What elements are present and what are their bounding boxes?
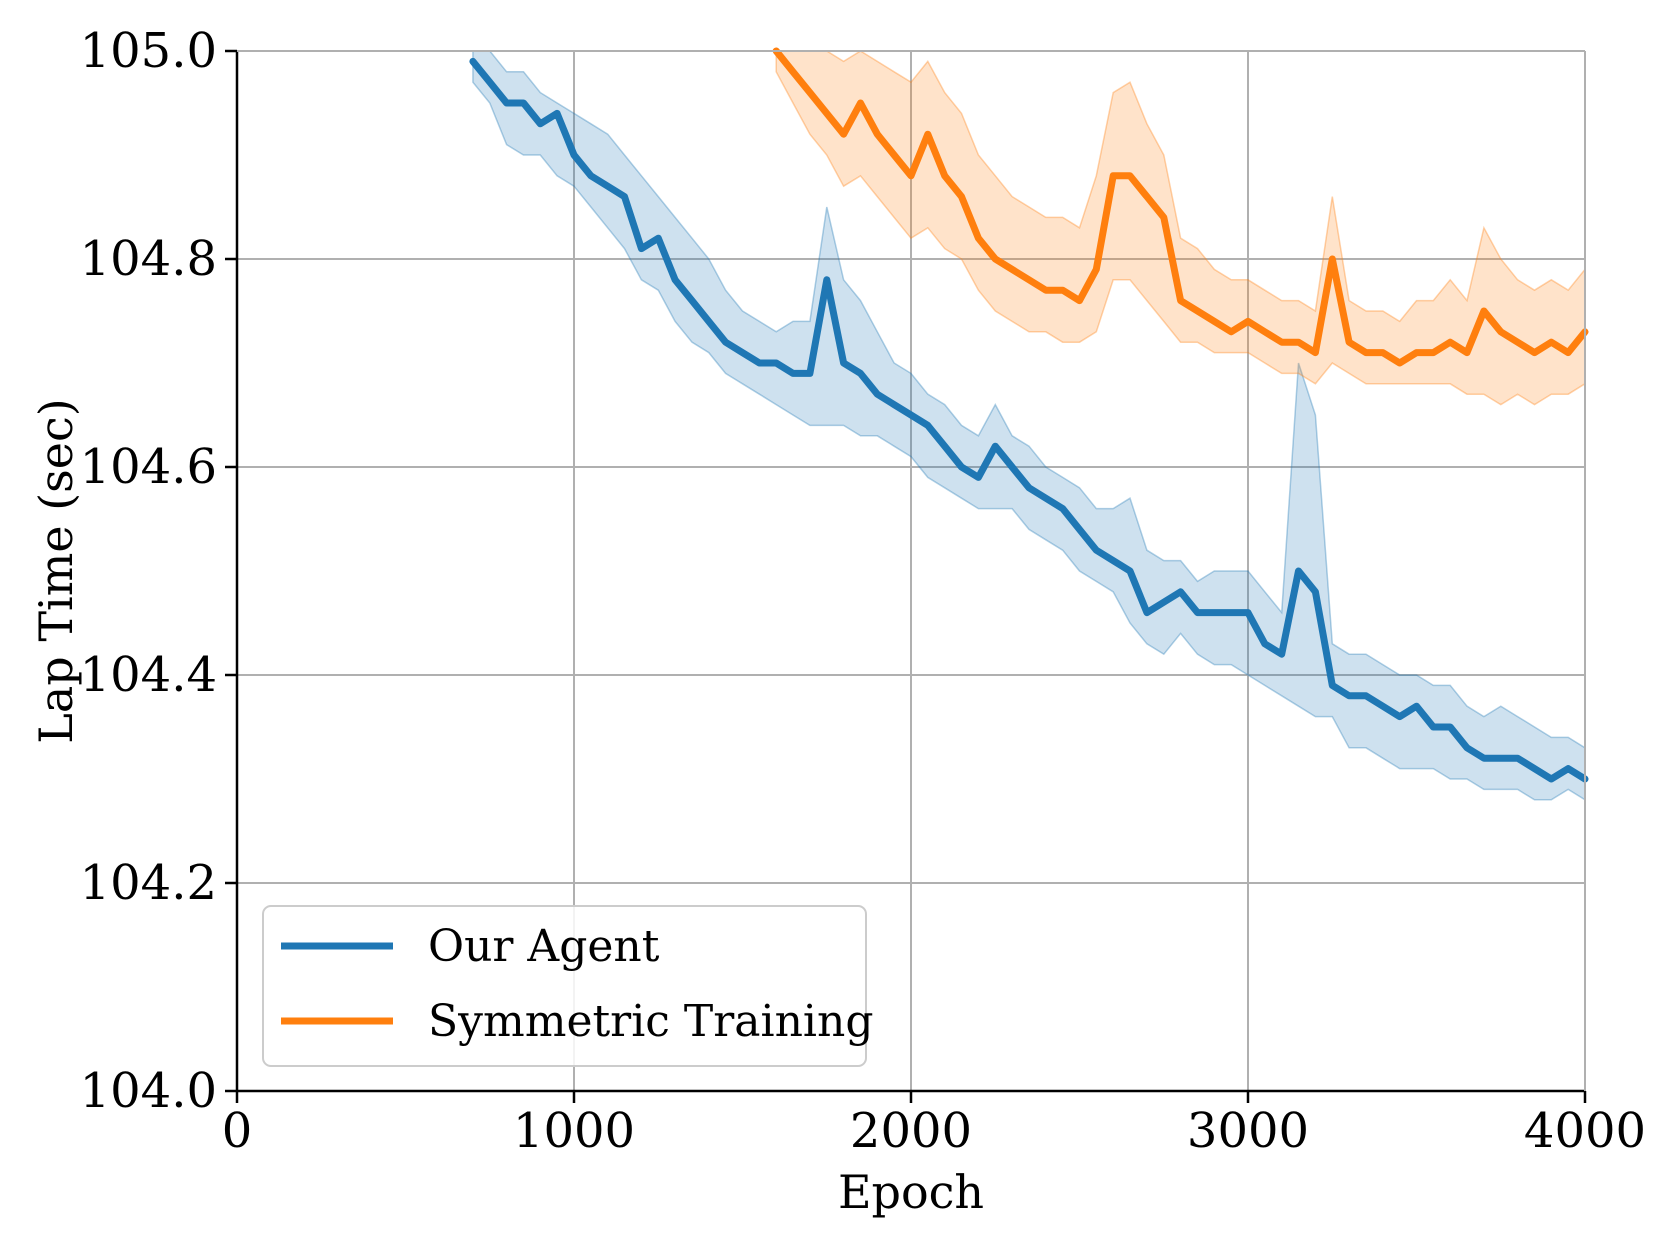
legend: Our Agent Symmetric Training [262,905,874,1067]
x-tick-label: 2000 [850,1103,972,1159]
y-tick-label: 105.0 [80,23,217,79]
series-lines [469,47,1589,783]
y-tick-label: 104.0 [80,1063,217,1119]
y-tick-label: 104.2 [80,855,217,911]
line-series-1 [469,57,1589,783]
x-tick-label: 0 [222,1103,253,1159]
y-tick-label: 104.6 [80,439,217,495]
x-tick-label: 1000 [513,1103,635,1159]
axes [225,49,1587,1103]
x-tick-label: 4000 [1524,1103,1646,1159]
tick-labels: 0 1000 2000 3000 4000 104.0 104.2 104.4 104.6 104… [80,23,1647,1159]
x-axis-label: Epoch [838,1165,984,1219]
legend-label: Our Agent [428,921,660,972]
x-tick-label: 3000 [1187,1103,1309,1159]
line-series-2 [772,47,1589,367]
y-tick-label: 104.8 [80,231,217,287]
legend-box [262,905,867,1067]
y-axis-label: Lap Time (sec) [29,398,83,743]
y-tick-label: 104.4 [80,647,217,703]
legend-label: Symmetric Training [428,996,874,1047]
